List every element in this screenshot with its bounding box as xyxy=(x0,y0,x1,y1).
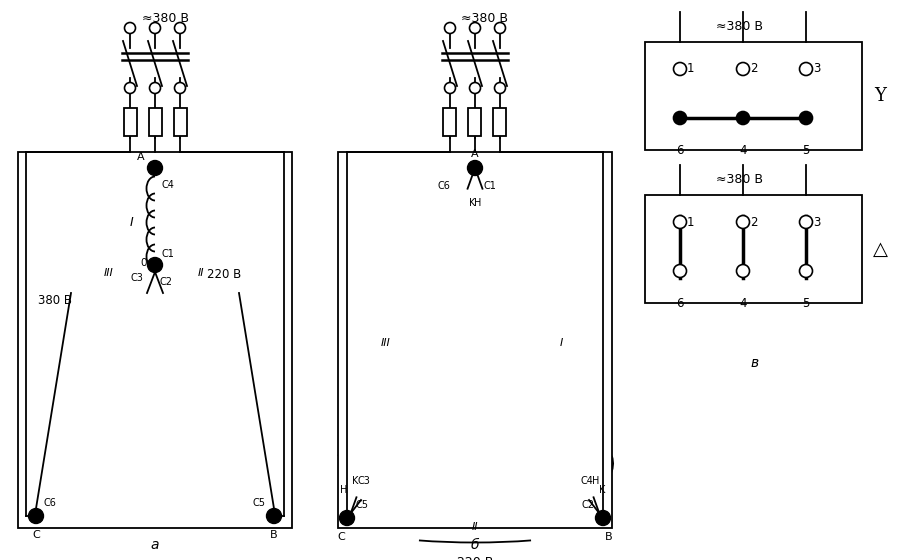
Text: B: B xyxy=(605,532,613,542)
Text: II: II xyxy=(198,268,204,278)
Circle shape xyxy=(736,63,750,76)
Text: C2: C2 xyxy=(582,500,595,510)
Text: C6: C6 xyxy=(44,498,57,508)
Text: I: I xyxy=(560,338,563,348)
FancyBboxPatch shape xyxy=(123,109,137,136)
Circle shape xyxy=(673,111,687,124)
Text: C1: C1 xyxy=(483,181,496,191)
Text: ≈380 В: ≈380 В xyxy=(716,20,763,33)
Text: III: III xyxy=(380,338,390,348)
Text: 380 В: 380 В xyxy=(38,293,72,306)
Circle shape xyxy=(736,111,750,124)
Text: а: а xyxy=(151,538,159,552)
Text: C2: C2 xyxy=(159,277,172,287)
Circle shape xyxy=(467,161,482,175)
Text: 6: 6 xyxy=(676,144,684,157)
Circle shape xyxy=(494,22,506,34)
Circle shape xyxy=(124,22,136,34)
Text: C5: C5 xyxy=(253,498,266,508)
Circle shape xyxy=(149,22,160,34)
Text: ≈380 В: ≈380 В xyxy=(141,12,188,25)
Circle shape xyxy=(673,63,687,76)
Circle shape xyxy=(736,216,750,228)
Text: C5: C5 xyxy=(355,500,368,510)
Circle shape xyxy=(494,82,506,94)
Text: 1: 1 xyxy=(687,63,695,76)
Text: 4: 4 xyxy=(739,297,747,310)
Text: II: II xyxy=(472,522,478,532)
Text: б: б xyxy=(471,538,479,552)
Text: 1: 1 xyxy=(687,216,695,228)
Circle shape xyxy=(124,82,136,94)
Text: I: I xyxy=(130,216,133,229)
Text: K: K xyxy=(598,485,605,495)
Text: C4: C4 xyxy=(161,180,174,190)
Text: ≈380 В: ≈380 В xyxy=(716,173,763,186)
Text: H: H xyxy=(473,198,482,208)
FancyBboxPatch shape xyxy=(338,152,612,528)
FancyBboxPatch shape xyxy=(18,152,292,528)
Circle shape xyxy=(148,258,163,273)
Text: A: A xyxy=(472,149,479,159)
Text: 3: 3 xyxy=(813,63,821,76)
FancyBboxPatch shape xyxy=(148,109,161,136)
Text: 3: 3 xyxy=(813,216,821,228)
Text: 6: 6 xyxy=(676,297,684,310)
Circle shape xyxy=(596,511,610,525)
Text: 5: 5 xyxy=(802,297,810,310)
Circle shape xyxy=(175,82,185,94)
FancyBboxPatch shape xyxy=(444,109,456,136)
Text: C6: C6 xyxy=(437,181,450,191)
Circle shape xyxy=(673,216,687,228)
Circle shape xyxy=(799,264,813,278)
Text: B: B xyxy=(270,530,278,540)
Text: III: III xyxy=(104,268,114,278)
Text: 2: 2 xyxy=(750,63,758,76)
Text: 5: 5 xyxy=(802,144,810,157)
Circle shape xyxy=(799,111,813,124)
Text: C: C xyxy=(32,530,40,540)
Text: 220 В: 220 В xyxy=(207,268,241,282)
Circle shape xyxy=(149,82,160,94)
Circle shape xyxy=(470,22,481,34)
Circle shape xyxy=(148,161,163,175)
Text: 0: 0 xyxy=(140,258,147,268)
Circle shape xyxy=(445,82,455,94)
FancyBboxPatch shape xyxy=(469,109,482,136)
Circle shape xyxy=(470,82,481,94)
Text: C3: C3 xyxy=(130,273,143,283)
Circle shape xyxy=(339,511,355,525)
FancyBboxPatch shape xyxy=(645,42,862,150)
Text: A: A xyxy=(138,152,145,162)
Text: H: H xyxy=(340,485,347,495)
Circle shape xyxy=(29,508,43,524)
Text: C4: C4 xyxy=(580,476,593,486)
FancyBboxPatch shape xyxy=(645,195,862,303)
Text: 220 В: 220 В xyxy=(457,556,493,560)
Text: ≈380 В: ≈380 В xyxy=(462,12,508,25)
Text: в: в xyxy=(751,356,759,370)
Text: C: C xyxy=(338,532,345,542)
Text: H: H xyxy=(592,476,599,486)
Circle shape xyxy=(445,22,455,34)
Text: 4: 4 xyxy=(739,144,747,157)
Circle shape xyxy=(266,508,282,524)
Circle shape xyxy=(736,264,750,278)
Text: Y: Y xyxy=(874,87,886,105)
Circle shape xyxy=(799,63,813,76)
Text: K: K xyxy=(352,476,358,486)
Text: K: K xyxy=(469,198,475,208)
Circle shape xyxy=(175,22,185,34)
Text: △: △ xyxy=(872,240,887,259)
Circle shape xyxy=(673,264,687,278)
FancyBboxPatch shape xyxy=(493,109,507,136)
Text: 2: 2 xyxy=(750,216,758,228)
Text: C3: C3 xyxy=(357,476,370,486)
Text: C1: C1 xyxy=(161,249,174,259)
Circle shape xyxy=(799,216,813,228)
FancyBboxPatch shape xyxy=(174,109,186,136)
